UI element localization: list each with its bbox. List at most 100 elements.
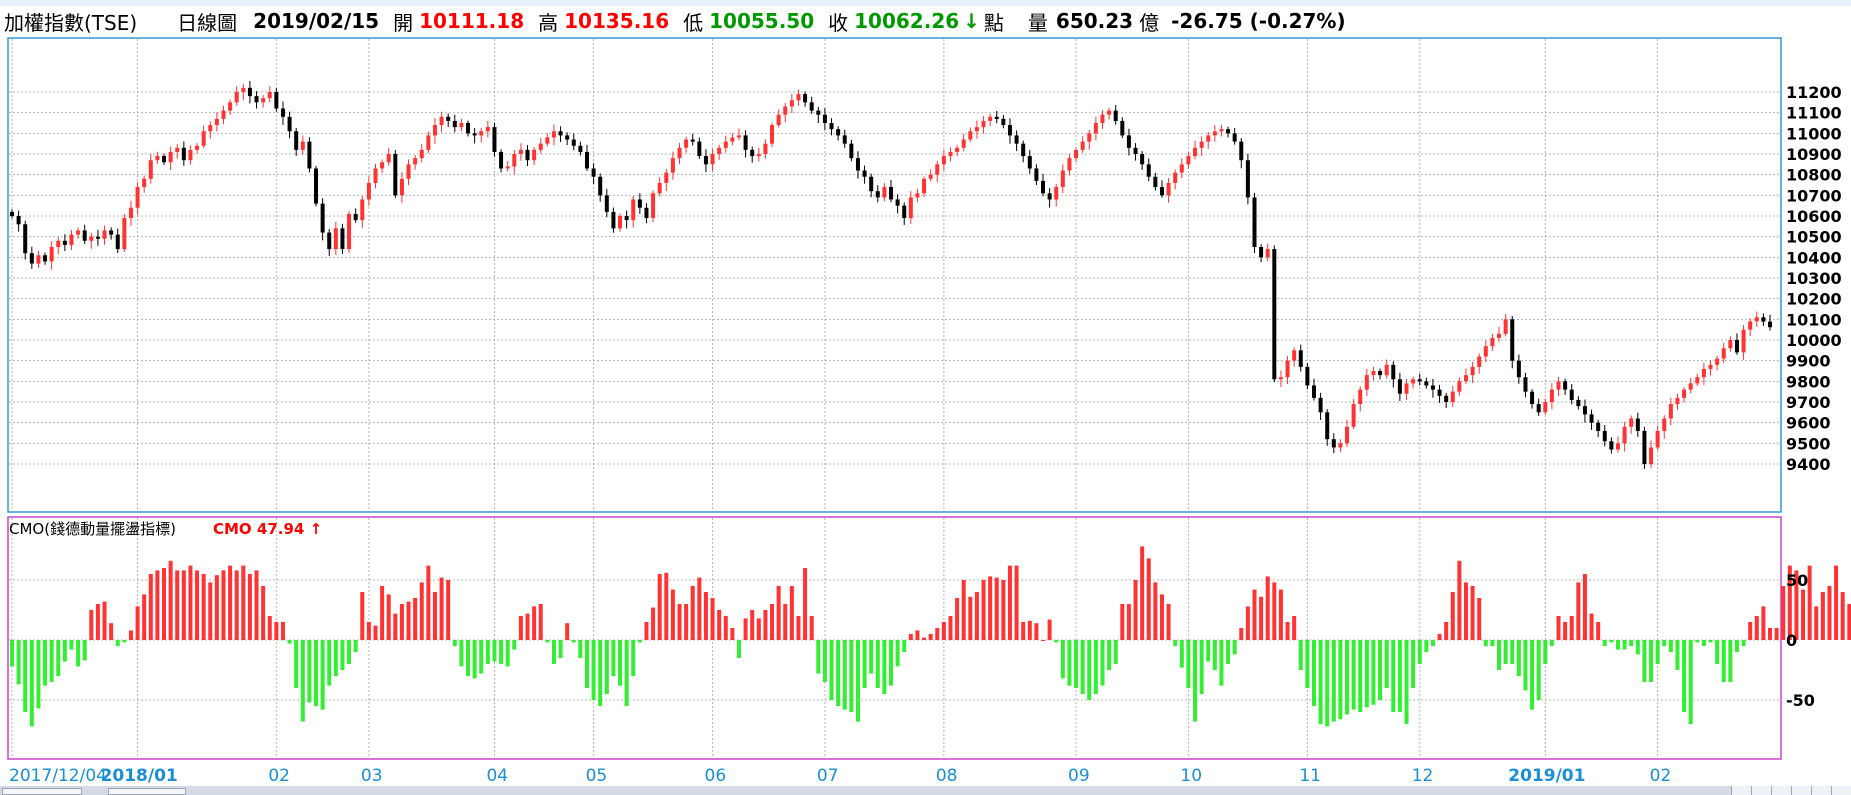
scrollbar-thumb[interactable] xyxy=(108,788,186,795)
candle xyxy=(247,81,252,104)
candle xyxy=(208,121,213,139)
cmo-bar xyxy=(1536,640,1541,700)
candle xyxy=(842,129,847,148)
cmo-bar xyxy=(1014,565,1019,640)
candle-body xyxy=(333,228,338,250)
candle-body xyxy=(1543,402,1548,413)
candle-body xyxy=(102,230,107,239)
cmo-bar xyxy=(333,640,338,676)
cmo-bar xyxy=(195,570,200,640)
candle xyxy=(677,143,682,165)
zoom-button[interactable] xyxy=(1771,786,1791,795)
candle-body xyxy=(1067,158,1072,171)
candle-body xyxy=(1682,389,1687,398)
candle-body xyxy=(1014,135,1019,144)
candle xyxy=(1166,177,1171,203)
candle xyxy=(1338,439,1343,453)
candle-body xyxy=(1635,418,1640,431)
candle xyxy=(1596,419,1601,438)
candle-body xyxy=(1655,430,1660,448)
x-tick-label: 11 xyxy=(1299,766,1321,786)
candle-body xyxy=(413,158,418,165)
candle xyxy=(1569,384,1574,405)
candle xyxy=(974,120,979,139)
candle-body xyxy=(776,114,781,126)
candle-body xyxy=(195,145,200,150)
candle xyxy=(1087,129,1092,150)
scrollbar-left-button[interactable] xyxy=(2,788,82,795)
cmo-bar xyxy=(1080,640,1085,694)
zoom-button[interactable] xyxy=(1811,786,1831,795)
candle xyxy=(1404,378,1409,400)
cmo-bar xyxy=(750,610,755,640)
candle xyxy=(406,159,411,186)
candle-body xyxy=(598,176,603,196)
candle-body xyxy=(1087,133,1092,142)
candle-body xyxy=(1384,364,1389,376)
cmo-bar xyxy=(1193,640,1198,722)
candle-body xyxy=(1001,118,1006,126)
bottom-scrollbar[interactable] xyxy=(0,786,1851,795)
volume-value: 650.23 xyxy=(1055,9,1134,33)
cmo-chart[interactable]: -50 0 50 CMO(錢德動量擺盪指標) CMO 47.94 ↑ xyxy=(0,514,1851,762)
candle xyxy=(439,111,444,133)
cmo-bar xyxy=(76,640,81,667)
candle-body xyxy=(1563,381,1568,390)
candle xyxy=(1133,143,1138,161)
candle-body xyxy=(1503,319,1508,334)
candle-body xyxy=(624,216,629,221)
candle xyxy=(1153,172,1158,191)
zoom-button[interactable] xyxy=(1731,786,1751,795)
cmo-bar xyxy=(1715,640,1720,664)
price-y-tick-label: 10900 xyxy=(1786,145,1842,164)
top-toolbar-strip[interactable] xyxy=(0,0,1851,6)
cmo-bar xyxy=(1774,628,1779,640)
cmo-bar xyxy=(175,570,180,640)
zoom-button[interactable] xyxy=(1751,786,1771,795)
candle-body xyxy=(1265,249,1270,258)
candle-body xyxy=(1483,346,1488,357)
candle-body xyxy=(294,131,299,150)
cmo-bar xyxy=(1761,606,1766,640)
candle xyxy=(697,137,702,159)
candle-body xyxy=(1715,358,1720,365)
price-y-tick-label: 9500 xyxy=(1786,434,1831,453)
candle-body xyxy=(1417,379,1422,382)
candle-body xyxy=(1589,414,1594,423)
cmo-bar xyxy=(1847,604,1851,640)
candle xyxy=(1490,333,1495,351)
candle-body xyxy=(829,123,834,130)
candle xyxy=(1477,353,1482,374)
price-y-tick-label: 10800 xyxy=(1786,166,1842,185)
candle-body xyxy=(948,151,953,157)
candle xyxy=(584,144,589,171)
x-tick-label: 2019/01 xyxy=(1508,766,1586,786)
candle xyxy=(1543,398,1548,415)
cmo-bar xyxy=(1146,558,1151,640)
cmo-bar xyxy=(1450,592,1455,640)
cmo-bar xyxy=(1325,640,1330,727)
candle xyxy=(1470,361,1475,383)
candle-body xyxy=(327,232,332,250)
candle-body xyxy=(631,199,636,221)
cmo-bar xyxy=(300,640,305,722)
cmo-bar xyxy=(809,616,814,640)
zoom-button[interactable] xyxy=(1791,786,1811,795)
candle xyxy=(1391,361,1396,388)
candle xyxy=(1728,336,1733,352)
candle xyxy=(1146,158,1151,182)
cmo-bar xyxy=(221,570,226,640)
candle xyxy=(1675,393,1680,410)
cmo-bar xyxy=(1179,640,1184,668)
candle-body xyxy=(1596,422,1601,431)
cmo-bar xyxy=(1569,616,1574,640)
candle xyxy=(1199,136,1204,157)
candle xyxy=(1034,164,1039,185)
candle xyxy=(1021,140,1026,163)
zoom-controls[interactable] xyxy=(1731,786,1851,795)
zoom-button[interactable] xyxy=(1831,786,1851,795)
cmo-bar xyxy=(677,604,682,640)
candle-body xyxy=(1054,187,1059,200)
candle-body xyxy=(360,199,365,221)
